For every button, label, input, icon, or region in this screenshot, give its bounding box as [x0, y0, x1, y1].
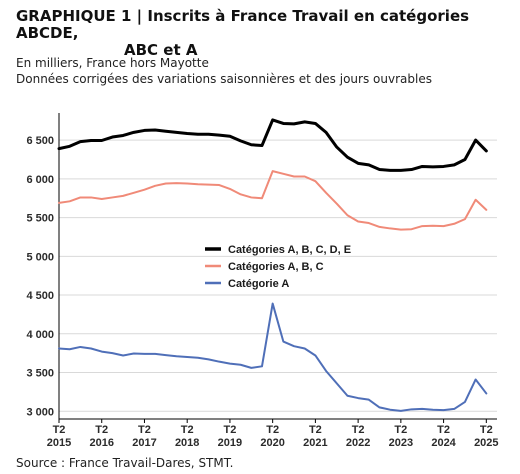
- legend-label-1: Catégories A, B, C, D, E: [228, 244, 351, 256]
- series-line-1: [57, 118, 488, 172]
- x-tick-label-year-2015: 2015: [47, 437, 71, 449]
- x-tick-label-quarter-2016: T2: [95, 424, 108, 436]
- x-tick-label-year-2024: 2024: [431, 437, 456, 449]
- x-tick-label-year-2019: 2019: [218, 437, 242, 449]
- x-tick-label-year-2023: 2023: [389, 437, 413, 449]
- series-line-3: [58, 302, 488, 412]
- legend-label-3: Catégorie A: [228, 278, 289, 290]
- chart-title: GRAPHIQUE 1 | Inscrits à France Travail …: [16, 8, 486, 59]
- x-tick-label-quarter-2018: T2: [181, 424, 194, 436]
- x-tick-label-year-2018: 2018: [175, 437, 199, 449]
- series-lines: [57, 118, 488, 412]
- x-tick-label-quarter-2022: T2: [352, 424, 365, 436]
- x-tick-label-quarter-2021: T2: [309, 424, 322, 436]
- x-tick-label-year-2021: 2021: [303, 437, 327, 449]
- x-tick-label-quarter-2015: T2: [53, 424, 66, 436]
- chart-title-line1: GRAPHIQUE 1 | Inscrits à France Travail …: [16, 7, 470, 42]
- legend: Catégories A, B, C, D, E Catégories A, B,…: [205, 244, 351, 290]
- y-tick-label-4500: 4 500: [26, 290, 54, 302]
- y-tick-label-6000: 6 000: [26, 174, 54, 186]
- y-tick-label-4000: 4 000: [26, 329, 54, 341]
- x-tick-label-quarter-2019: T2: [224, 424, 237, 436]
- chart-title-line2: ABC et A: [124, 41, 198, 59]
- x-tick-label-quarter-2023: T2: [394, 424, 407, 436]
- chart-subtitle-units: En milliers, France hors Mayotte: [16, 56, 209, 70]
- x-tick-label-quarter-2020: T2: [266, 424, 279, 436]
- series-line-2: [58, 170, 488, 231]
- x-tick-label-quarter-2025: T2: [480, 424, 493, 436]
- y-tick-label-3500: 3 500: [26, 368, 54, 380]
- chart-subtitle-method: Données corrigées des variations saisonn…: [16, 72, 432, 86]
- y-tick-label-5500: 5 500: [26, 213, 54, 225]
- source-note: Source : France Travail-Dares, STMT.: [16, 456, 234, 470]
- y-tick-label-6500: 6 500: [26, 135, 54, 147]
- grid-lines: [59, 139, 497, 412]
- legend-label-2: Catégories A, B, C: [228, 261, 324, 273]
- x-tick-label-year-2016: 2016: [89, 437, 113, 449]
- x-tick-label-year-2017: 2017: [132, 437, 156, 449]
- x-tick-label-year-2022: 2022: [346, 437, 370, 449]
- x-tick-label-quarter-2024: T2: [437, 424, 450, 436]
- x-tick-label-year-2020: 2020: [260, 437, 284, 449]
- y-tick-label-3000: 3 000: [26, 406, 54, 418]
- axes: 3 000 3 500 4 000 4 500 5 000 5 500 6 000 6 500…: [26, 113, 499, 449]
- x-tick-label-year-2025: 2025: [474, 437, 498, 449]
- y-tick-label-5000: 5 000: [26, 251, 54, 263]
- x-tick-label-quarter-2017: T2: [138, 424, 151, 436]
